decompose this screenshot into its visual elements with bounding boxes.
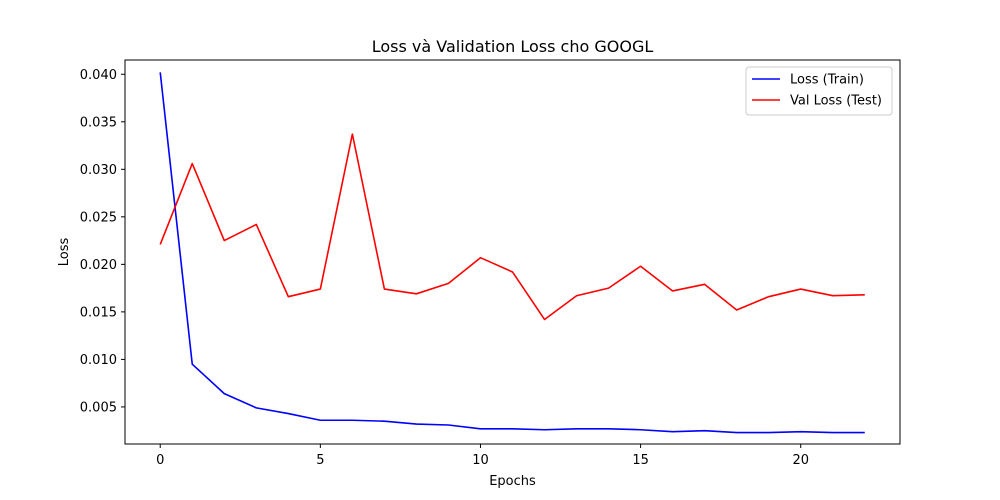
y-axis: 0.005 0.010 0.015 0.020 0.025 0.030 0.035 0.040 [80, 68, 125, 415]
plot-area [159, 72, 865, 434]
y-tick-label: 0.035 [80, 115, 117, 130]
x-axis-label: Epochs [489, 474, 536, 489]
plot-frame [124, 59, 901, 445]
legend-entry-label: Val Loss (Test) [790, 94, 882, 109]
y-tick-label: 0.030 [80, 163, 117, 178]
chart-title: Loss và Validation Loss cho GOOGL [372, 37, 654, 56]
y-tick-label: 0.020 [80, 258, 117, 273]
x-tick-label: 5 [316, 453, 324, 468]
legend: Loss (Train) Val Loss (Test) [745, 66, 893, 116]
series-line-loss-train [159, 72, 865, 434]
series-line-val-loss-test [159, 133, 865, 321]
y-tick-label: 0.015 [80, 305, 117, 320]
legend-entry-label: Loss (Train) [790, 73, 864, 88]
y-tick-label: 0.010 [80, 353, 117, 368]
legend-box [745, 66, 893, 116]
y-axis-label: Loss [57, 238, 72, 267]
y-tick-label: 0.040 [80, 68, 117, 83]
x-tick-label: 15 [632, 453, 649, 468]
x-tick-label: 10 [472, 453, 489, 468]
x-axis: 0 5 10 15 20 [156, 444, 809, 468]
y-tick-label: 0.005 [80, 400, 117, 415]
y-tick-label: 0.025 [80, 210, 117, 225]
x-tick-label: 0 [156, 453, 164, 468]
x-tick-label: 20 [792, 453, 809, 468]
